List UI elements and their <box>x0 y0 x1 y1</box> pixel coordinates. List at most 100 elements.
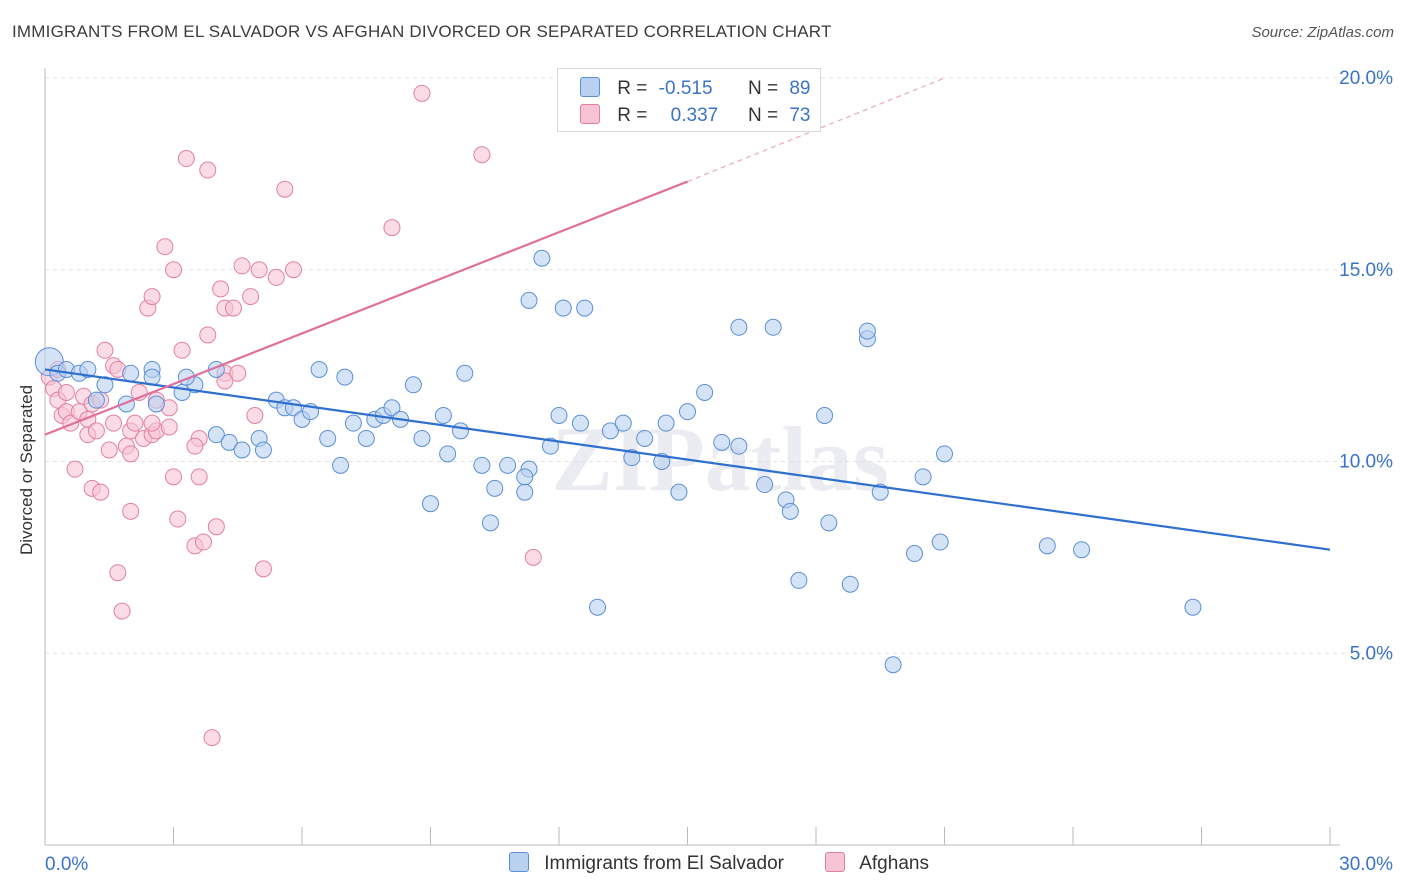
el-salvador-point <box>473 456 491 474</box>
el-salvador-point <box>781 502 799 520</box>
el-salvador-point <box>841 575 859 593</box>
el-salvador-point <box>383 399 401 417</box>
el-salvador-point <box>914 468 932 486</box>
el-salvador-point <box>1184 598 1202 616</box>
el-salvador-point <box>858 322 876 340</box>
afghan-point <box>246 406 264 424</box>
el-salvador-point <box>122 364 140 382</box>
el-salvador-point <box>1073 541 1091 559</box>
afghan-point <box>224 299 242 317</box>
el-salvador-point <box>614 414 632 432</box>
y-tick-label: 10.0% <box>1339 452 1393 473</box>
el-salvador-point <box>554 299 572 317</box>
el-salvador-point <box>332 456 350 474</box>
afghan-point <box>524 548 542 566</box>
n-value: 73 <box>789 105 811 126</box>
el-salvador-point <box>936 445 953 463</box>
axes <box>44 68 1340 846</box>
afghan-point <box>109 564 127 582</box>
afghan-point <box>165 261 182 279</box>
afghan-point <box>160 418 178 436</box>
y-tick-label: 20.0% <box>1339 68 1393 89</box>
el-salvador-point <box>357 429 375 447</box>
el-salvador-point <box>516 483 534 501</box>
afghan-trendline <box>44 180 688 436</box>
afghan-point <box>199 326 217 344</box>
el-salvador-point <box>499 456 517 474</box>
el-salvador-point <box>310 360 328 378</box>
n-value: 89 <box>789 78 811 99</box>
el-salvador-point <box>336 368 354 386</box>
afghan-point <box>207 518 225 536</box>
blue-swatch-icon <box>580 77 600 97</box>
afghan-point <box>203 729 221 747</box>
afghan-point <box>276 180 294 198</box>
afghan-point <box>169 510 187 528</box>
el-salvador-point <box>657 414 675 432</box>
el-salvador-point <box>696 383 714 401</box>
blue-swatch-icon <box>509 852 529 872</box>
afghan-point <box>126 414 144 432</box>
el-salvador-point <box>79 360 97 378</box>
r-label: R = <box>617 78 648 99</box>
n-label: N = <box>747 78 779 99</box>
x-tick-label: 0.0% <box>45 854 88 875</box>
afghan-point <box>92 483 110 501</box>
afghan-point <box>186 437 204 455</box>
el-salvador-point <box>589 598 607 616</box>
afghan-point <box>267 268 285 286</box>
y-axis-label: Divorced or Separated <box>17 384 36 556</box>
r-label: R = <box>617 105 648 126</box>
el-salvador-point <box>820 514 838 532</box>
el-salvador-point <box>816 406 834 424</box>
el-salvador-point <box>520 291 538 309</box>
el-salvador-point <box>87 391 105 409</box>
afghan-point <box>177 150 195 168</box>
el-salvador-point <box>679 403 696 421</box>
afghan-point <box>96 341 114 359</box>
el-salvador-point <box>422 495 439 513</box>
x-tick-label: 30.0% <box>1339 854 1393 875</box>
el-salvador-trendline <box>44 368 1331 551</box>
afghan-point <box>229 364 247 382</box>
stats-legend: R = -0.515 N = 89 R = 0.337 N = 73 <box>557 68 821 132</box>
watermark: ZIPatlas <box>551 408 888 510</box>
afghan-point <box>143 288 161 306</box>
el-salvador-point <box>207 426 225 444</box>
el-salvador-point <box>576 299 594 317</box>
afghan-point <box>212 280 230 298</box>
afghan-point <box>473 146 491 164</box>
afghan-point <box>216 372 234 390</box>
el-salvador-point <box>319 429 337 447</box>
el-salvador-point <box>571 414 589 432</box>
el-salvador-point <box>344 414 362 432</box>
el-salvador-point <box>254 441 272 459</box>
el-salvador-point <box>541 437 559 455</box>
gridlines <box>45 77 1395 654</box>
el-salvador-point <box>486 479 504 497</box>
el-salvador-point <box>220 433 238 451</box>
afghan-point <box>122 502 140 520</box>
afghan-point <box>190 468 208 486</box>
el-salvador-point <box>404 376 422 394</box>
y-tick-label: 15.0% <box>1339 260 1393 281</box>
el-salvador-point <box>884 656 902 674</box>
el-salvador-point <box>456 364 474 382</box>
el-salvador-point <box>730 318 748 336</box>
el-salvador-point <box>233 441 251 459</box>
pink-swatch-icon <box>825 852 845 872</box>
afghan-point <box>87 422 105 440</box>
el-salvador-point <box>756 476 774 494</box>
legend-label: Immigrants from El Salvador <box>544 853 784 874</box>
el-salvador-point <box>451 422 469 440</box>
legend-row-el-salvador: R = -0.515 N = 89 <box>580 77 810 100</box>
afghan-point <box>66 460 84 478</box>
series-el-salvador <box>34 249 1202 674</box>
pink-swatch-icon <box>580 104 600 124</box>
legend-label: Afghans <box>859 853 929 874</box>
afghan-point <box>113 602 131 620</box>
afghan-point <box>254 560 272 578</box>
legend-row-afghans: R = 0.337 N = 73 <box>580 104 810 127</box>
afghan-point <box>194 533 212 551</box>
el-salvador-point <box>790 571 808 589</box>
